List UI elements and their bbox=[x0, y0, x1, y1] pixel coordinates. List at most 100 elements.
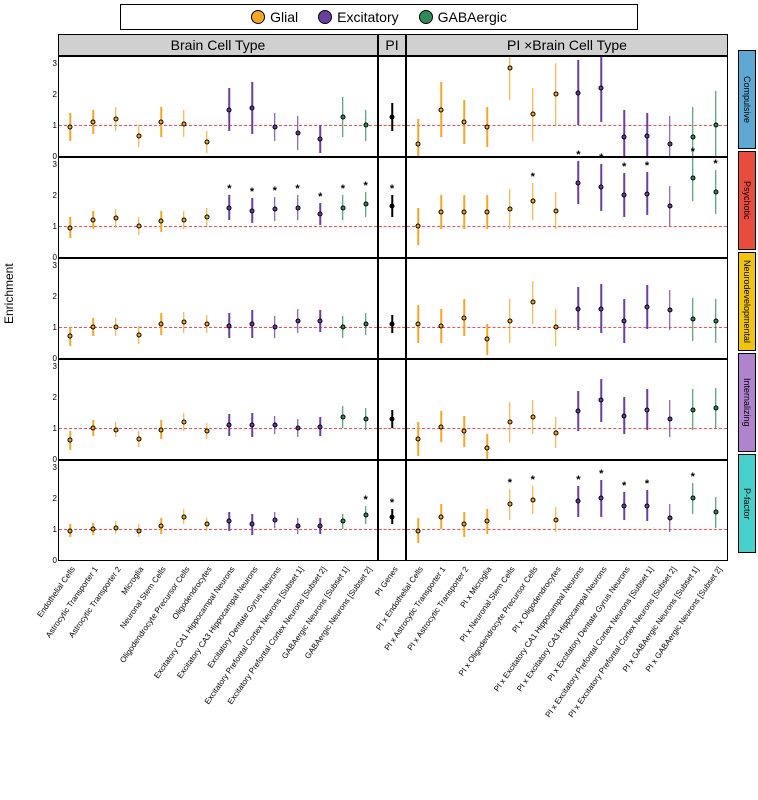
data-point bbox=[340, 205, 345, 210]
significance-star: * bbox=[622, 161, 626, 173]
data-point bbox=[340, 325, 345, 330]
data-point bbox=[485, 124, 490, 129]
data-point bbox=[599, 496, 604, 501]
outcome-row: 0123 bbox=[58, 56, 728, 157]
error-bar bbox=[623, 110, 625, 156]
chart-rows: 01230123***************012301230123*****… bbox=[58, 56, 728, 561]
data-point bbox=[622, 318, 627, 323]
subpanel bbox=[378, 56, 406, 157]
data-point bbox=[530, 112, 535, 117]
data-point bbox=[645, 191, 650, 196]
data-point bbox=[272, 517, 277, 522]
data-point bbox=[462, 119, 467, 124]
data-point bbox=[599, 398, 604, 403]
data-point bbox=[690, 317, 695, 322]
outcome-label: P-factor bbox=[738, 454, 756, 553]
data-point bbox=[91, 426, 96, 431]
data-point bbox=[553, 92, 558, 97]
significance-star: * bbox=[318, 191, 322, 203]
significance-star: * bbox=[508, 477, 512, 489]
subpanel: * bbox=[378, 157, 406, 258]
data-point bbox=[530, 415, 535, 420]
data-point bbox=[690, 496, 695, 501]
data-point bbox=[576, 409, 581, 414]
data-point bbox=[136, 133, 141, 138]
data-point bbox=[250, 208, 255, 213]
data-point bbox=[113, 427, 118, 432]
significance-star: * bbox=[273, 185, 277, 197]
data-point bbox=[485, 446, 490, 451]
significance-star: * bbox=[227, 183, 231, 195]
data-point bbox=[530, 199, 535, 204]
data-point bbox=[462, 429, 467, 434]
data-point bbox=[439, 210, 444, 215]
data-point bbox=[272, 422, 277, 427]
subpanel bbox=[406, 258, 728, 359]
data-point bbox=[204, 321, 209, 326]
data-point bbox=[713, 318, 718, 323]
data-point bbox=[204, 140, 209, 145]
data-point bbox=[340, 415, 345, 420]
data-point bbox=[136, 332, 141, 337]
data-point bbox=[645, 407, 650, 412]
legend-label: GABAergic bbox=[438, 9, 507, 25]
data-point bbox=[136, 436, 141, 441]
data-point bbox=[340, 115, 345, 120]
data-point bbox=[576, 499, 581, 504]
subpanel bbox=[406, 359, 728, 460]
data-point bbox=[416, 224, 421, 229]
data-point bbox=[667, 308, 672, 313]
data-point bbox=[713, 123, 718, 128]
data-point bbox=[553, 430, 558, 435]
subpanel: 0123 bbox=[58, 258, 378, 359]
significance-star: * bbox=[390, 497, 394, 509]
data-point bbox=[340, 519, 345, 524]
significance-star: * bbox=[531, 474, 535, 486]
data-point bbox=[91, 119, 96, 124]
data-point bbox=[181, 419, 186, 424]
data-point bbox=[159, 119, 164, 124]
legend: GlialExcitatoryGABAergic bbox=[120, 4, 638, 30]
panel-headers: Brain Cell Type PI PI ×Brain Cell Type bbox=[58, 34, 728, 56]
data-point bbox=[690, 135, 695, 140]
outcome-row: 0123 bbox=[58, 359, 728, 460]
subpanel bbox=[378, 258, 406, 359]
error-bar bbox=[418, 119, 420, 156]
data-point bbox=[390, 321, 395, 326]
y-axis-label: Enrichment bbox=[2, 263, 16, 324]
data-point bbox=[272, 124, 277, 129]
data-point bbox=[553, 208, 558, 213]
data-point bbox=[645, 503, 650, 508]
data-point bbox=[181, 217, 186, 222]
legend-dot bbox=[318, 10, 332, 24]
data-point bbox=[713, 510, 718, 515]
data-point bbox=[599, 85, 604, 90]
data-point bbox=[363, 123, 368, 128]
subpanel: ******* bbox=[406, 460, 728, 561]
data-point bbox=[250, 422, 255, 427]
data-point bbox=[390, 416, 395, 421]
significance-star: * bbox=[295, 183, 299, 195]
data-point bbox=[667, 141, 672, 146]
subpanel bbox=[378, 359, 406, 460]
legend-dot bbox=[251, 10, 265, 24]
data-point bbox=[576, 90, 581, 95]
data-point bbox=[416, 321, 421, 326]
outcome-label: Neurodevelopmental bbox=[738, 252, 756, 351]
data-point bbox=[159, 427, 164, 432]
data-point bbox=[390, 115, 395, 120]
data-point bbox=[318, 318, 323, 323]
data-point bbox=[250, 106, 255, 111]
error-bar bbox=[509, 57, 511, 100]
header-brain-cell-type: Brain Cell Type bbox=[58, 34, 378, 56]
significance-star: * bbox=[645, 160, 649, 172]
data-point bbox=[507, 207, 512, 212]
data-point bbox=[553, 325, 558, 330]
data-point bbox=[690, 176, 695, 181]
data-point bbox=[272, 207, 277, 212]
data-point bbox=[507, 65, 512, 70]
data-point bbox=[295, 130, 300, 135]
data-point bbox=[713, 405, 718, 410]
data-point bbox=[181, 320, 186, 325]
data-point bbox=[599, 306, 604, 311]
